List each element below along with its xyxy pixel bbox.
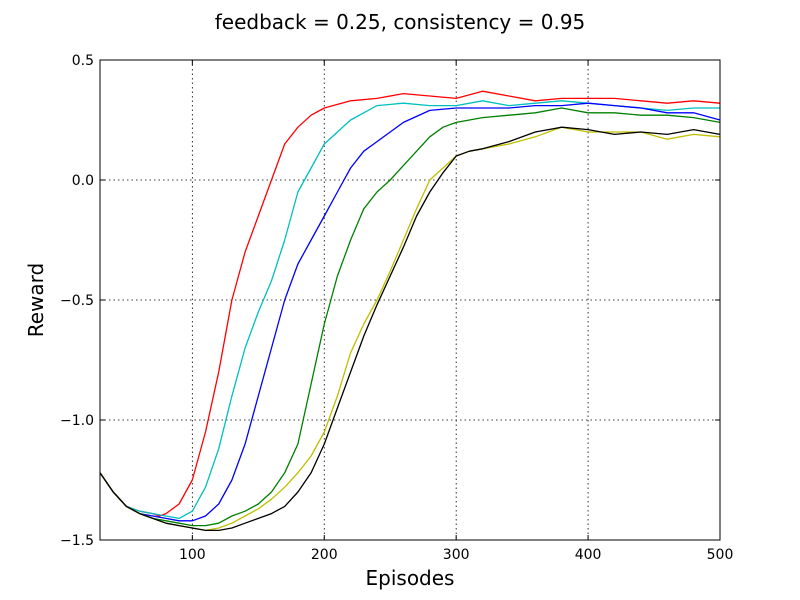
x-tick-label: 400 (575, 547, 602, 563)
x-tick-label: 100 (179, 547, 206, 563)
series-line-3 (99, 102, 721, 522)
y-tick-label: −1.0 (60, 413, 94, 429)
x-tick-label: 300 (443, 547, 470, 563)
x-axis-label: Episodes (366, 566, 455, 590)
grid (100, 60, 720, 540)
y-tick-label: 0.5 (72, 53, 94, 69)
series-line-2 (99, 100, 720, 520)
series-line-1 (99, 90, 721, 517)
series-line-4 (99, 107, 721, 527)
series-layer (99, 90, 721, 532)
y-axis-label: Reward (24, 263, 48, 337)
series-line-5 (99, 126, 721, 532)
ticks: 100 200 300 400 500 −1.5 −1.0 −0.5 0.0 0.5 (60, 53, 733, 563)
x-tick-label: 500 (707, 547, 734, 563)
y-tick-label: −1.5 (60, 533, 94, 549)
y-tick-label: −0.5 (60, 293, 94, 309)
series-line-6 (99, 126, 721, 532)
y-tick-label: 0.0 (72, 173, 94, 189)
x-tick-label: 200 (311, 547, 338, 563)
chart-title: feedback = 0.25, consistency = 0.95 (215, 10, 586, 34)
